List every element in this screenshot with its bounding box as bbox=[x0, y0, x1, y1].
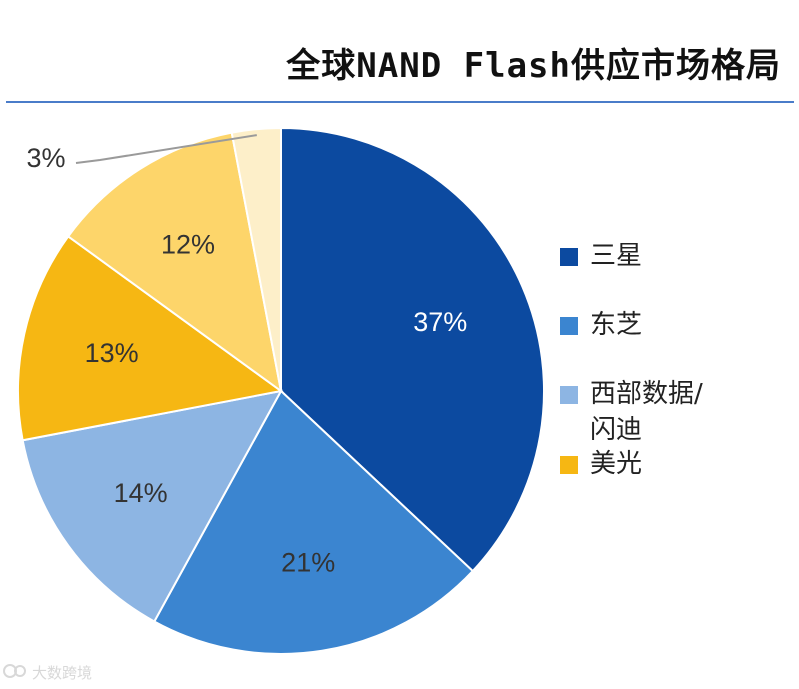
pie-leader-line bbox=[75, 134, 257, 164]
legend-label: 美光 bbox=[590, 449, 643, 479]
watermark: 大数跨境 bbox=[2, 662, 92, 683]
pie-slice bbox=[230, 126, 282, 392]
pie-slice bbox=[66, 131, 283, 394]
legend-label: 东芝 bbox=[590, 310, 643, 340]
legend-item: 西部数据/闪迪 bbox=[560, 376, 760, 448]
legend-swatch bbox=[560, 248, 578, 266]
pie-slice bbox=[21, 389, 283, 623]
pie-data-label: 37% bbox=[413, 307, 467, 337]
legend-item: 三星 bbox=[560, 238, 760, 274]
legend-label: 闪迪 bbox=[590, 415, 643, 445]
pie-slice bbox=[152, 389, 475, 655]
pie-slice bbox=[17, 235, 284, 442]
pie-data-label: 12% bbox=[161, 229, 215, 259]
legend-label: 西部数据/ bbox=[590, 379, 703, 409]
chart-title: 全球NAND Flash供应市场格局 bbox=[286, 46, 781, 86]
pie-slice bbox=[280, 126, 546, 573]
legend-item: 东芝 bbox=[560, 307, 760, 343]
pie-data-label: 21% bbox=[281, 547, 335, 577]
legend-label: 三星 bbox=[590, 241, 643, 271]
pie-data-label: 3% bbox=[26, 143, 65, 173]
legend-swatch bbox=[560, 317, 578, 335]
pie-data-label: 14% bbox=[114, 478, 168, 508]
legend-swatch bbox=[560, 456, 578, 474]
title-divider bbox=[6, 101, 794, 103]
legend-swatch bbox=[560, 386, 578, 404]
watermark-logo-icon bbox=[2, 662, 32, 682]
legend-item: 美光 bbox=[560, 446, 760, 482]
pie-data-label: 13% bbox=[85, 338, 139, 368]
chart-legend: 三星 东芝 西部数据/闪迪 美光 bbox=[560, 238, 760, 515]
watermark-text: 大数跨境 bbox=[32, 664, 93, 682]
